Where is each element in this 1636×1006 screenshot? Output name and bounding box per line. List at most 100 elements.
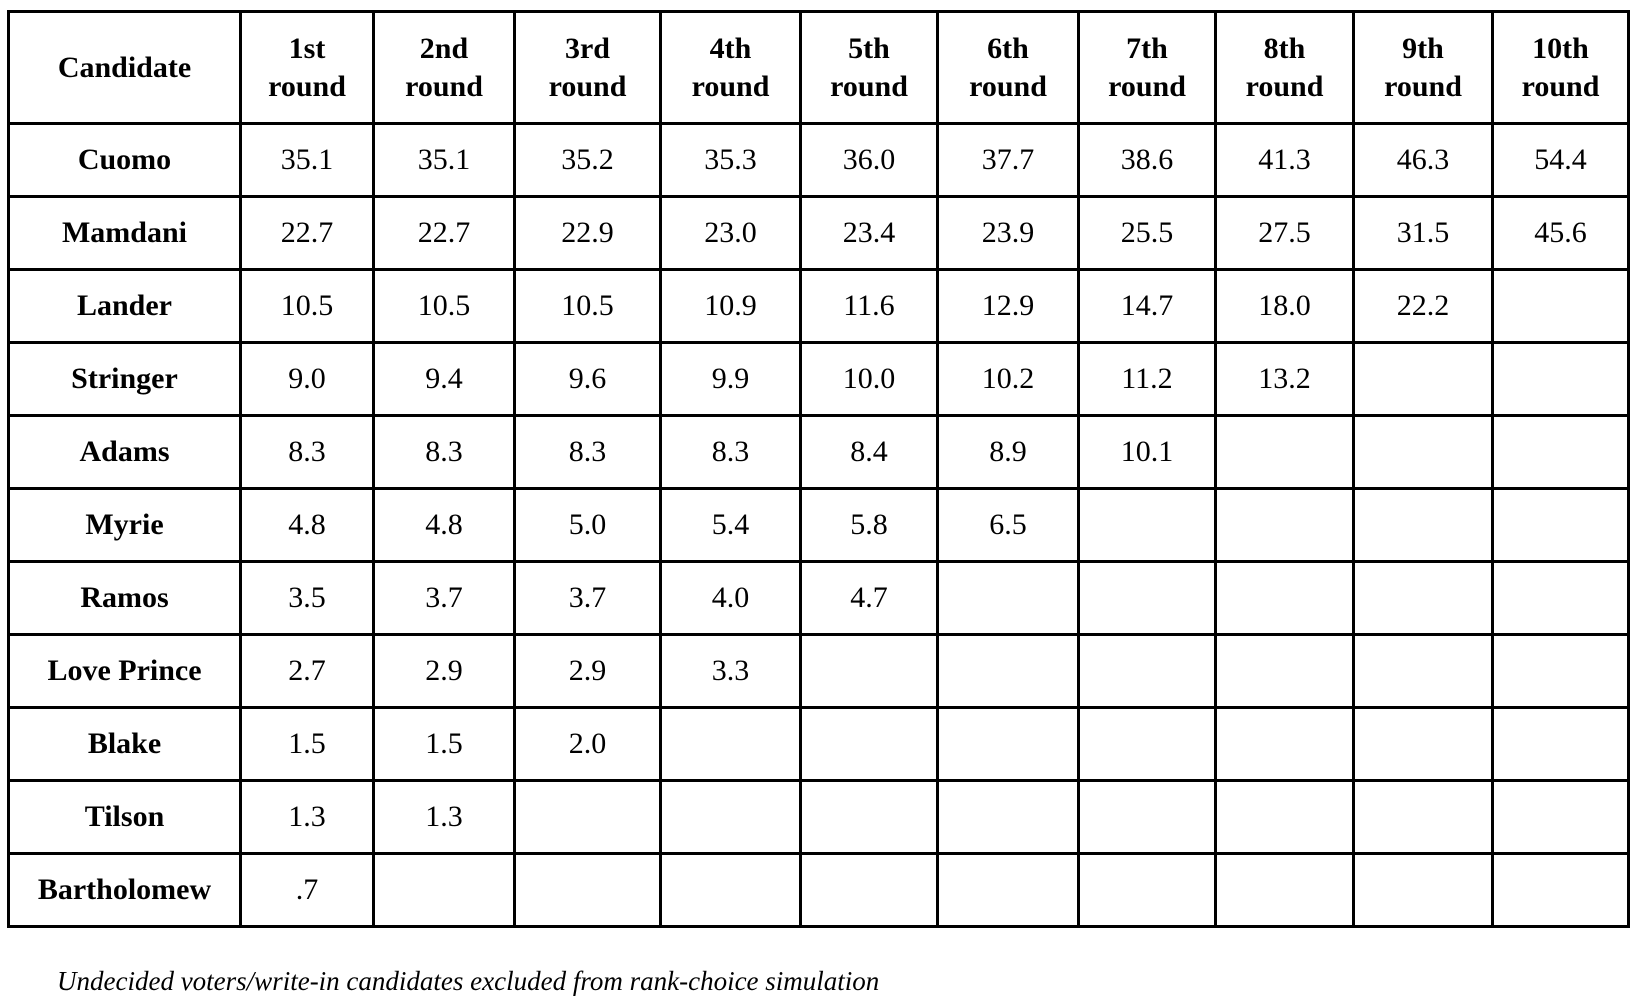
empty-cell [659, 852, 802, 928]
row: Ramos 3.5 3.7 3.7 4.0 4.7 [7, 560, 1630, 636]
value-cell: 4.8 [239, 487, 375, 563]
value-cell: 35.1 [372, 122, 516, 198]
empty-cell [1352, 560, 1494, 636]
value-cell: 1.3 [372, 779, 516, 855]
empty-cell [1352, 487, 1494, 563]
footnote: Undecided voters/write-in candidates exc… [57, 966, 880, 996]
value-cell: 8.3 [659, 414, 802, 490]
candidate-name: Cuomo [7, 122, 242, 198]
empty-cell [1491, 487, 1630, 563]
empty-cell [1077, 560, 1217, 636]
header-text: Candidate [57, 50, 192, 84]
empty-cell [1077, 852, 1217, 928]
header-text: 7th round [1108, 31, 1186, 103]
value-cell: 22.7 [372, 195, 516, 271]
value-cell: 4.7 [799, 560, 939, 636]
empty-cell [1352, 852, 1494, 928]
value-cell: 27.5 [1214, 195, 1355, 271]
value-cell: 10.5 [372, 268, 516, 344]
empty-cell [1214, 560, 1355, 636]
empty-cell [1491, 706, 1630, 782]
value-cell: 5.0 [513, 487, 662, 563]
header-cell: 6th round [936, 10, 1080, 125]
empty-cell [799, 852, 939, 928]
candidate-name: Stringer [7, 341, 242, 417]
header-cell: 4th round [659, 10, 802, 125]
candidate-name: Love Prince [7, 633, 242, 709]
value-cell: 8.3 [372, 414, 516, 490]
value-cell: 11.2 [1077, 341, 1217, 417]
empty-cell [936, 779, 1080, 855]
value-cell: 8.3 [513, 414, 662, 490]
value-cell: 6.5 [936, 487, 1080, 563]
row: Mamdani 22.7 22.7 22.9 23.0 23.4 23.9 25.5 27.5 3… [7, 195, 1630, 271]
value-cell: 18.0 [1214, 268, 1355, 344]
empty-cell [1077, 487, 1217, 563]
value-cell: 23.9 [936, 195, 1080, 271]
value-cell: 4.8 [372, 487, 516, 563]
empty-cell [1491, 341, 1630, 417]
header-cell: Candidate [7, 10, 242, 125]
empty-cell [659, 706, 802, 782]
value-cell: 35.2 [513, 122, 662, 198]
header-text: 10th round [1521, 31, 1600, 103]
value-cell: 1.5 [239, 706, 375, 782]
header-text: 4th round [691, 31, 770, 103]
value-cell: 46.3 [1352, 122, 1494, 198]
value-cell: 3.7 [372, 560, 516, 636]
value-cell: 45.6 [1491, 195, 1630, 271]
header-cell: 10th round [1491, 10, 1630, 125]
empty-cell [936, 560, 1080, 636]
value-cell: 4.0 [659, 560, 802, 636]
value-cell: 35.1 [239, 122, 375, 198]
empty-cell [1214, 706, 1355, 782]
row: Love Prince 2.7 2.9 2.9 3.3 [7, 633, 1630, 709]
value-cell: 10.2 [936, 341, 1080, 417]
value-cell: 11.6 [799, 268, 939, 344]
value-cell: 36.0 [799, 122, 939, 198]
value-cell: 2.9 [372, 633, 516, 709]
value-cell: .7 [239, 852, 375, 928]
header-text: 9th round [1384, 31, 1462, 103]
value-cell: 2.7 [239, 633, 375, 709]
header-cell: 8th round [1214, 10, 1355, 125]
value-cell: 10.0 [799, 341, 939, 417]
candidate-name: Blake [7, 706, 242, 782]
value-cell: 22.2 [1352, 268, 1494, 344]
row: Adams 8.3 8.3 8.3 8.3 8.4 8.9 10.1 [7, 414, 1630, 490]
value-cell: 25.5 [1077, 195, 1217, 271]
empty-cell [659, 779, 802, 855]
value-cell: 8.4 [799, 414, 939, 490]
value-cell: 10.9 [659, 268, 802, 344]
empty-cell [1214, 852, 1355, 928]
empty-cell [1214, 414, 1355, 490]
candidate-name: Adams [7, 414, 242, 490]
value-cell: 5.4 [659, 487, 802, 563]
empty-cell [936, 633, 1080, 709]
candidate-name: Myrie [7, 487, 242, 563]
header-cell: 9th round [1352, 10, 1494, 125]
value-cell: 2.0 [513, 706, 662, 782]
value-cell: 13.2 [1214, 341, 1355, 417]
empty-cell [1214, 779, 1355, 855]
candidate-name: Bartholomew [7, 852, 242, 928]
candidate-name: Ramos [7, 560, 242, 636]
header-text: 6th round [969, 31, 1047, 103]
value-cell: 2.9 [513, 633, 662, 709]
value-cell: 8.9 [936, 414, 1080, 490]
empty-cell [1491, 633, 1630, 709]
header-cell: 7th round [1077, 10, 1217, 125]
empty-cell [1352, 779, 1494, 855]
empty-cell [799, 633, 939, 709]
value-cell: 8.3 [239, 414, 375, 490]
row: Tilson 1.3 1.3 [7, 779, 1630, 855]
empty-cell [1214, 487, 1355, 563]
empty-cell [936, 852, 1080, 928]
value-cell: 1.3 [239, 779, 375, 855]
results-table: Candidate 1st round 2nd round 3rd round 4th … [7, 10, 1630, 928]
value-cell: 9.4 [372, 341, 516, 417]
candidate-name: Lander [7, 268, 242, 344]
value-cell: 22.7 [239, 195, 375, 271]
empty-cell [513, 852, 662, 928]
